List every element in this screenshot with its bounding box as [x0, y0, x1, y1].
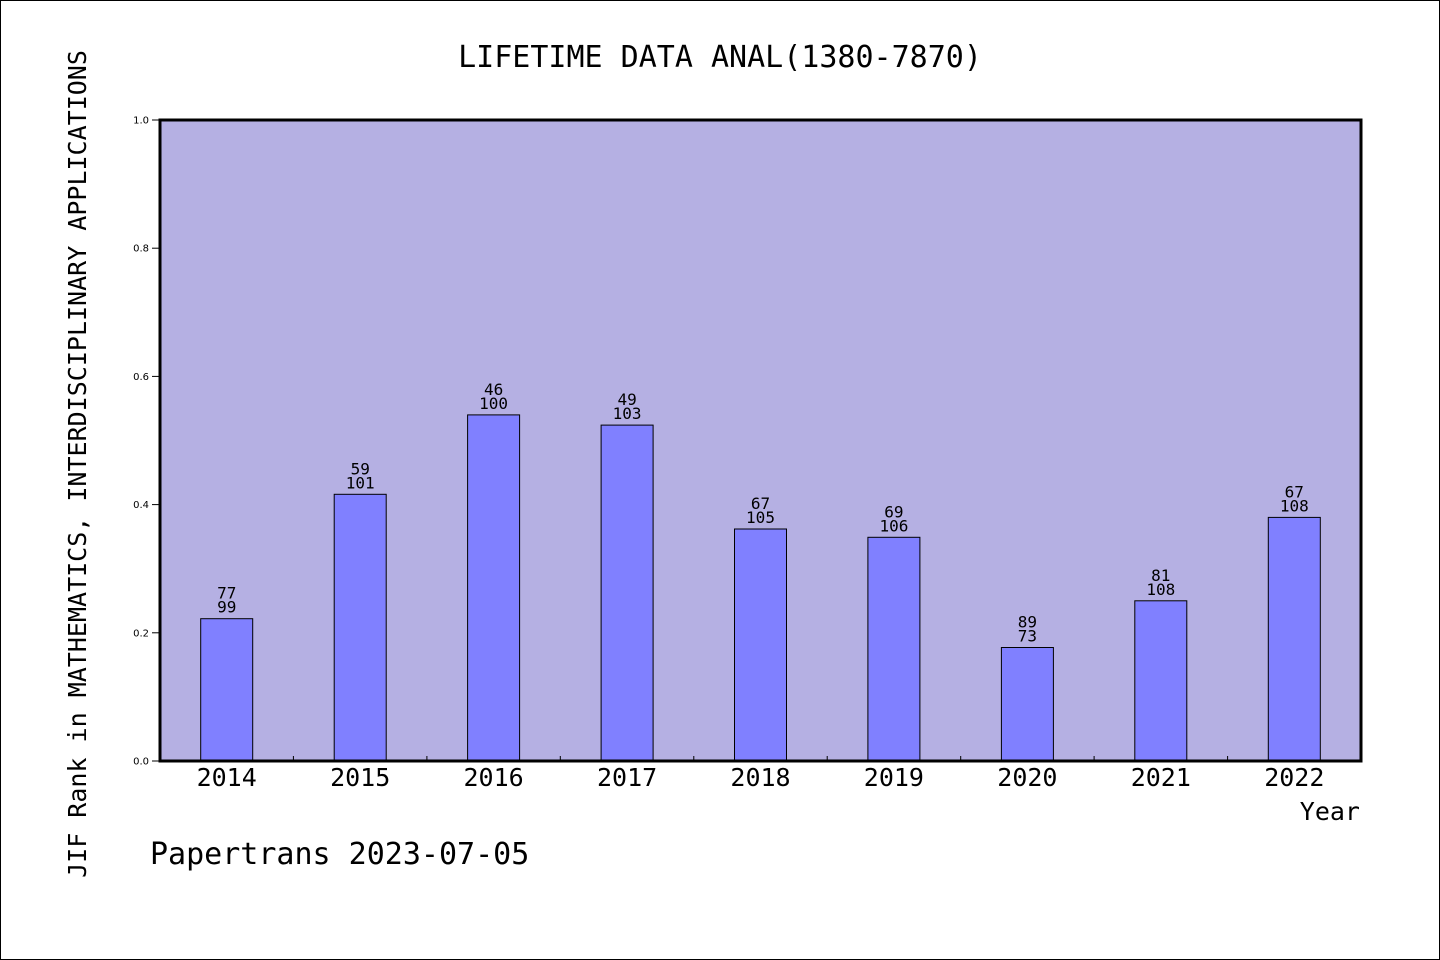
- bar-rank-label: 67: [1285, 482, 1304, 501]
- bar-rank-label: 49: [617, 390, 636, 409]
- axis-ticks-layer: 2014 2015 2016 2017 2018 2019 2020 2021 2022 0.0 0…: [133, 116, 1324, 793]
- plot-border: [158, 118, 1363, 763]
- bar-2014: [200, 618, 254, 762]
- bar-rank-label: 81: [1151, 566, 1170, 585]
- x-tick-label: 2022: [1264, 763, 1324, 792]
- bar-total-label: 99: [217, 598, 236, 617]
- x-tick-label: 2020: [997, 763, 1057, 792]
- bar-2017: [600, 424, 654, 762]
- bar-total-label: 101: [346, 473, 375, 492]
- bar-2015: [333, 493, 387, 762]
- y-tick-label: 1.0: [133, 116, 149, 127]
- x-tick-label: 2019: [864, 763, 924, 792]
- x-axis-label: Year: [1300, 797, 1360, 826]
- bar-total-label: 73: [1018, 627, 1037, 646]
- y-tick-label: 0.4: [133, 500, 149, 511]
- bar-rank-label: 46: [484, 380, 503, 399]
- bar-rank-label: 77: [217, 584, 236, 603]
- bars-layer: [200, 414, 1321, 762]
- bar-total-label: 105: [746, 508, 775, 527]
- bar-2020: [1000, 647, 1054, 762]
- y-tick-label: 0.0: [133, 757, 149, 768]
- x-tick-label: 2015: [330, 763, 390, 792]
- bar-2016: [467, 414, 521, 762]
- y-tick-label: 0.2: [133, 628, 149, 639]
- bar-2022: [1267, 516, 1321, 762]
- x-tick-label: 2021: [1131, 763, 1191, 792]
- x-tick-label: 2017: [597, 763, 657, 792]
- y-axis-label: JIF Rank in MATHEMATICS, INTERDISCIPLINA…: [63, 50, 92, 878]
- bar-total-label: 106: [879, 516, 908, 535]
- x-tick-label: 2014: [197, 763, 257, 792]
- bar-rank-label: 69: [884, 502, 903, 521]
- chart-title: LIFETIME DATA ANAL(1380-7870): [458, 40, 982, 75]
- bar-total-label: 108: [1146, 580, 1175, 599]
- bar-2018: [734, 528, 787, 762]
- y-tick-label: 0.6: [133, 372, 149, 383]
- bar-2021: [1134, 600, 1188, 762]
- bar-rank-label: 59: [351, 459, 370, 478]
- x-tick-label: 2016: [463, 763, 523, 792]
- bar-total-label: 108: [1280, 496, 1309, 515]
- bar-rank-label: 67: [751, 494, 770, 513]
- bar-total-label: 100: [479, 394, 508, 413]
- y-tick-label: 0.8: [133, 244, 149, 255]
- bar-total-label: 103: [613, 404, 642, 423]
- x-tick-label: 2018: [730, 763, 790, 792]
- bar-2019: [867, 536, 921, 762]
- footer-credit: Papertrans 2023-07-05: [150, 837, 529, 872]
- bar-rank-label: 89: [1018, 613, 1037, 632]
